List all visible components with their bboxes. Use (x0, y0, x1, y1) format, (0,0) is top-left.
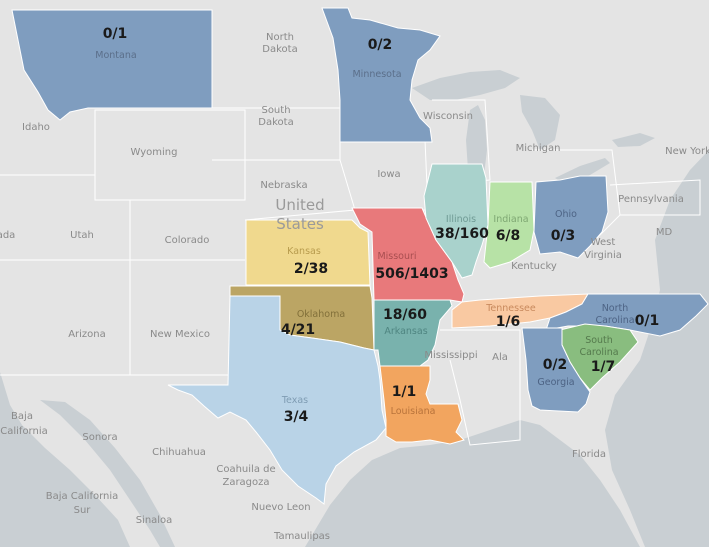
name-north-carolina-2: Carolina (595, 315, 634, 326)
label-north-dakota-2: Dakota (262, 44, 297, 55)
name-georgia: Georgia (537, 377, 574, 388)
state-montana[interactable] (11, 9, 213, 121)
label-iowa: Iowa (377, 169, 400, 180)
label-nebraska: Nebraska (260, 180, 307, 191)
label-utah: Utah (70, 230, 94, 241)
name-ohio: Ohio (555, 209, 577, 220)
label-sonora: Sonora (82, 432, 117, 443)
label-baja-california-1: Baja (11, 411, 33, 422)
state-labels: 0/1 Montana 0/2 Minnesota Kansas 2/38 Mi… (95, 26, 659, 425)
label-florida: Florida (572, 449, 606, 460)
label-united-states-1: United (275, 196, 324, 214)
state-indiana[interactable] (483, 181, 535, 269)
name-louisiana: Louisiana (391, 406, 436, 417)
state-kansas[interactable] (245, 219, 371, 286)
label-united-states-2: States (276, 215, 324, 233)
label-new-york: New York (665, 146, 709, 157)
lake-superior (412, 70, 520, 100)
state-arkansas[interactable] (373, 299, 453, 367)
state-minnesota[interactable] (321, 7, 441, 143)
name-north-carolina-1: North (602, 303, 629, 314)
atlantic-ocean (605, 150, 709, 547)
label-alabama-partial: Ala (492, 352, 508, 363)
ratio-louisiana: 1/1 (392, 384, 417, 400)
label-baja-california-sur-1: Baja California (46, 491, 119, 502)
label-coahuila-2: Zaragoza (222, 477, 269, 488)
label-baja-california-sur-2: Sur (74, 505, 92, 516)
label-michigan: Michigan (516, 143, 561, 154)
label-baja-california-2: California (0, 426, 48, 437)
name-kansas: Kansas (287, 246, 321, 257)
pacific-ocean (0, 372, 130, 547)
label-maryland: MD (656, 227, 673, 238)
label-mississippi: Mississippi (424, 350, 477, 361)
label-chihuahua: Chihuahua (152, 447, 206, 458)
gulf-of-california (40, 400, 175, 547)
lake-huron (520, 95, 560, 150)
name-oklahoma: Oklahoma (297, 309, 345, 320)
ratio-tennessee: 1/6 (496, 314, 521, 330)
ratio-texas: 3/4 (284, 409, 309, 425)
label-wisconsin: Wisconsin (423, 111, 473, 122)
gulf-of-mexico (305, 420, 640, 547)
state-texas[interactable] (167, 295, 387, 505)
state-borders (0, 10, 701, 446)
state-louisiana[interactable] (379, 365, 465, 445)
name-indiana: Indiana (493, 214, 528, 225)
label-kentucky: Kentucky (511, 261, 557, 272)
name-montana: Montana (95, 50, 136, 61)
ratio-minnesota: 0/2 (368, 37, 393, 53)
label-north-dakota-1: North (266, 32, 294, 43)
name-minnesota: Minnesota (352, 69, 401, 80)
name-south-carolina-2: Carolina (579, 347, 618, 358)
label-wyoming: Wyoming (131, 147, 178, 158)
state-illinois[interactable] (423, 163, 489, 279)
label-west-virginia-1: West (591, 237, 616, 248)
ratio-south-carolina: 1/7 (591, 359, 616, 375)
name-tennessee: Tennessee (485, 303, 536, 314)
label-south-dakota-1: South (261, 105, 290, 116)
ratio-ohio: 0/3 (551, 228, 576, 244)
label-nevada-partial: ada (0, 230, 15, 241)
label-colorado: Colorado (165, 235, 210, 246)
ratio-indiana: 6/8 (496, 228, 521, 244)
label-south-dakota-2: Dakota (258, 117, 293, 128)
ratio-kansas: 2/38 (294, 261, 328, 277)
base-labels: North Dakota South Dakota Wyoming Idaho … (0, 32, 709, 542)
ratio-north-carolina: 0/1 (635, 313, 660, 329)
ratio-missouri: 506/1403 (375, 266, 448, 282)
label-idaho: Idaho (22, 122, 50, 133)
label-tamaulipas: Tamaulipas (273, 531, 330, 542)
name-illinois: Illinois (446, 214, 476, 225)
label-new-mexico: New Mexico (150, 329, 210, 340)
ratio-georgia: 0/2 (543, 357, 568, 373)
state-ohio[interactable] (533, 175, 609, 259)
name-arkansas: Arkansas (384, 326, 427, 337)
label-arizona: Arizona (68, 329, 106, 340)
ratio-arkansas: 18/60 (383, 307, 427, 323)
ratio-oklahoma: 4/21 (281, 322, 315, 338)
ratio-illinois: 38/160 (435, 226, 489, 242)
lake-ontario (612, 133, 655, 147)
label-sinaloa: Sinaloa (136, 515, 173, 526)
name-texas: Texas (281, 395, 308, 406)
state-georgia[interactable] (521, 327, 591, 413)
name-missouri: Missouri (377, 251, 416, 262)
lake-erie (555, 158, 610, 184)
label-pennsylvania: Pennsylvania (618, 194, 684, 205)
ratio-montana: 0/1 (103, 26, 128, 42)
label-nuevo-leon: Nuevo Leon (251, 502, 310, 513)
label-west-virginia-2: Virginia (584, 250, 622, 261)
name-south-carolina-1: South (585, 335, 613, 346)
label-coahuila-1: Coahuila de (216, 464, 275, 475)
